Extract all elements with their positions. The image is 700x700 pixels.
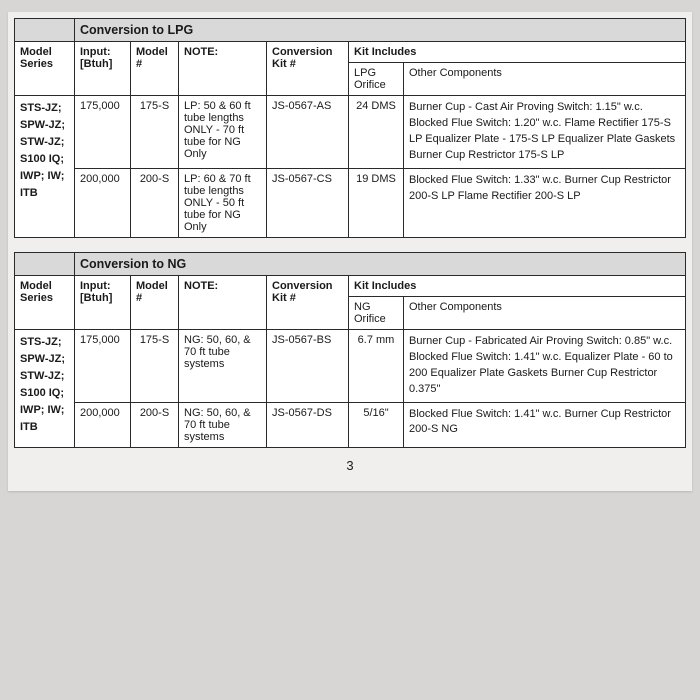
cell-model-num: 200-S xyxy=(131,168,179,237)
col-conv-kit: Conversion Kit # xyxy=(267,42,349,96)
col-note: NOTE: xyxy=(179,275,267,329)
col-model-series: Model Series xyxy=(15,42,75,96)
col-other: Other Components xyxy=(404,296,686,329)
cell-orifice: 19 DMS xyxy=(349,168,404,237)
cell-other: Burner Cup - Cast Air Proving Switch: 1.… xyxy=(404,96,686,169)
col-input: Input: [Btuh] xyxy=(75,275,131,329)
table-row: STS-JZ; SPW-JZ; STW-JZ; S100 IQ; IWP; IW… xyxy=(15,96,686,169)
table-row: 200,000 200-S NG: 50, 60, & 70 ft tube s… xyxy=(15,402,686,447)
col-other: Other Components xyxy=(404,63,686,96)
table-row: 200,000 200-S LP: 60 & 70 ft tube length… xyxy=(15,168,686,237)
cell-model-num: 175-S xyxy=(131,96,179,169)
cell-model-num: 175-S xyxy=(131,329,179,402)
col-model-series: Model Series xyxy=(15,275,75,329)
cell-note: LP: 50 & 60 ft tube lengths ONLY - 70 ft… xyxy=(179,96,267,169)
cell-model-series: STS-JZ; SPW-JZ; STW-JZ; S100 IQ; IWP; IW… xyxy=(15,329,75,447)
document-page: Conversion to LPG Model Series Input: [B… xyxy=(8,12,692,491)
cell-orifice: 6.7 mm xyxy=(349,329,404,402)
col-kit-includes: Kit Includes xyxy=(349,42,686,63)
conversion-lpg-table: Conversion to LPG Model Series Input: [B… xyxy=(14,18,686,238)
col-note: NOTE: xyxy=(179,42,267,96)
col-conv-kit: Conversion Kit # xyxy=(267,275,349,329)
cell-conv-kit: JS-0567-AS xyxy=(267,96,349,169)
cell-note: LP: 60 & 70 ft tube lengths ONLY - 50 ft… xyxy=(179,168,267,237)
cell-input: 200,000 xyxy=(75,168,131,237)
cell-other: Blocked Flue Switch: 1.41" w.c. Burner C… xyxy=(404,402,686,447)
cell-other: Burner Cup - Fabricated Air Proving Swit… xyxy=(404,329,686,402)
col-kit-includes: Kit Includes xyxy=(349,275,686,296)
cell-conv-kit: JS-0567-BS xyxy=(267,329,349,402)
cell-model-num: 200-S xyxy=(131,402,179,447)
cell-other: Blocked Flue Switch: 1.33" w.c. Burner C… xyxy=(404,168,686,237)
page-number: 3 xyxy=(14,458,686,473)
table-title: Conversion to LPG xyxy=(75,19,686,42)
col-model-num: Model # xyxy=(131,275,179,329)
cell-conv-kit: JS-0567-CS xyxy=(267,168,349,237)
cell-orifice: 24 DMS xyxy=(349,96,404,169)
col-input: Input: [Btuh] xyxy=(75,42,131,96)
col-orifice: NG Orifice xyxy=(349,296,404,329)
col-orifice: LPG Orifice xyxy=(349,63,404,96)
cell-input: 200,000 xyxy=(75,402,131,447)
cell-input: 175,000 xyxy=(75,96,131,169)
cell-note: NG: 50, 60, & 70 ft tube systems xyxy=(179,402,267,447)
cell-orifice: 5/16" xyxy=(349,402,404,447)
cell-input: 175,000 xyxy=(75,329,131,402)
table-title: Conversion to NG xyxy=(75,252,686,275)
cell-model-series: STS-JZ; SPW-JZ; STW-JZ; S100 IQ; IWP; IW… xyxy=(15,96,75,238)
col-model-num: Model # xyxy=(131,42,179,96)
table-row: STS-JZ; SPW-JZ; STW-JZ; S100 IQ; IWP; IW… xyxy=(15,329,686,402)
cell-conv-kit: JS-0567-DS xyxy=(267,402,349,447)
conversion-ng-table: Conversion to NG Model Series Input: [Bt… xyxy=(14,252,686,448)
cell-note: NG: 50, 60, & 70 ft tube systems xyxy=(179,329,267,402)
